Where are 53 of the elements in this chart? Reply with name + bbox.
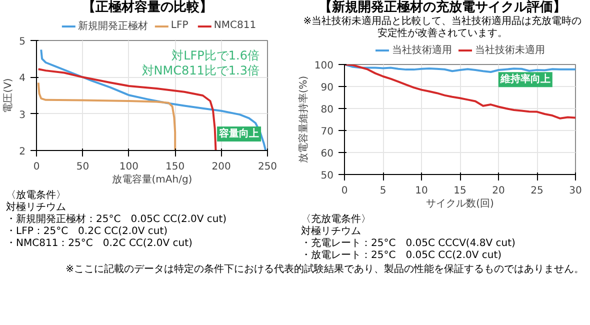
y-tick-label: 2 <box>19 146 26 158</box>
annotation: 対NMC811比で1.3倍 <box>142 63 260 78</box>
y-tick-label: 5 <box>19 36 26 48</box>
text: 対極リチウム <box>6 202 66 213</box>
chart-subtitle: ※当社技術未適用品と比較して、当社技術適用品は充放電時の安定性が改善されています。 <box>302 16 583 40</box>
y-tick-label: 3 <box>19 109 26 120</box>
x-tick-label: 30 <box>569 185 582 196</box>
x-tick-label: 250 <box>258 161 278 172</box>
x-tick-label: 150 <box>166 161 185 172</box>
legend-label: LFP <box>170 20 190 32</box>
x-tick-label: 25 <box>530 185 544 196</box>
text: ・新規開発正極材：25°C 0.05C CC(2.0V cut) <box>6 214 227 225</box>
y-tick-label: 50 <box>320 170 334 182</box>
x-tick-label: 50 <box>76 161 90 172</box>
line-series <box>344 64 576 119</box>
y-tick-label: 60 <box>320 148 334 160</box>
legend-label: NMC811 <box>214 20 256 32</box>
text: ・充電レート：25°C 0.05C CCCV(4.8V cut) <box>301 238 516 249</box>
y-tick-label: 90 <box>320 82 334 94</box>
x-axis-title: サイクル数(回) <box>426 198 494 210</box>
x-tick-label: 0 <box>341 185 348 196</box>
annotation: 維持率向上 <box>499 72 550 85</box>
chart-title: 【新規開発正極材の充放電サイクル評価】 <box>319 0 566 16</box>
text: ・NMC811：25°C 0.2C CC(2.0V cut) <box>6 238 192 249</box>
y-tick-label: 100 <box>314 60 334 72</box>
legend-label: 当社技術未適用 <box>475 44 545 57</box>
x-axis-title: 放電容量(mAh/g) <box>112 173 192 186</box>
chart-title: 【正極材容量の比較】 <box>82 0 212 16</box>
x-tick-label: 100 <box>119 161 138 172</box>
legend-label: 当社技術適用 <box>392 44 452 57</box>
text: 〈充放電条件〉 <box>301 214 371 225</box>
line-series <box>37 81 176 150</box>
text: ・放電レート：25°C 0.05C CC(2.0V cut) <box>301 250 502 261</box>
line-series <box>40 48 267 150</box>
annotation: 対LFP比で1.6倍 <box>172 48 260 62</box>
y-tick-label: 4 <box>19 72 26 84</box>
x-tick-label: 10 <box>415 185 428 196</box>
text: ・LFP：25°C 0.2C CC(2.0V cut) <box>6 226 168 237</box>
y-axis-title: 放電容量維持率(%) <box>297 75 310 163</box>
legend-label: 新規開発正極材 <box>78 20 148 33</box>
y-tick-label: 70 <box>320 126 334 138</box>
x-tick-label: 0 <box>33 161 40 172</box>
text: 〈放電条件〉 <box>6 190 66 201</box>
x-tick-label: 5 <box>380 185 386 196</box>
y-axis-title: 電圧(V) <box>3 78 14 112</box>
text: ※ここに記載のデータは特定の条件下における代表的試験結果であり、製品の性能を保証するものではありません。 <box>66 264 584 276</box>
x-tick-label: 15 <box>454 185 466 196</box>
text: 対極リチウム <box>301 226 361 237</box>
x-tick-label: 200 <box>212 161 231 172</box>
annotation: 容量向上 <box>218 127 260 140</box>
line-series <box>344 64 576 73</box>
x-tick-label: 20 <box>492 185 505 196</box>
y-tick-label: 80 <box>320 104 334 116</box>
